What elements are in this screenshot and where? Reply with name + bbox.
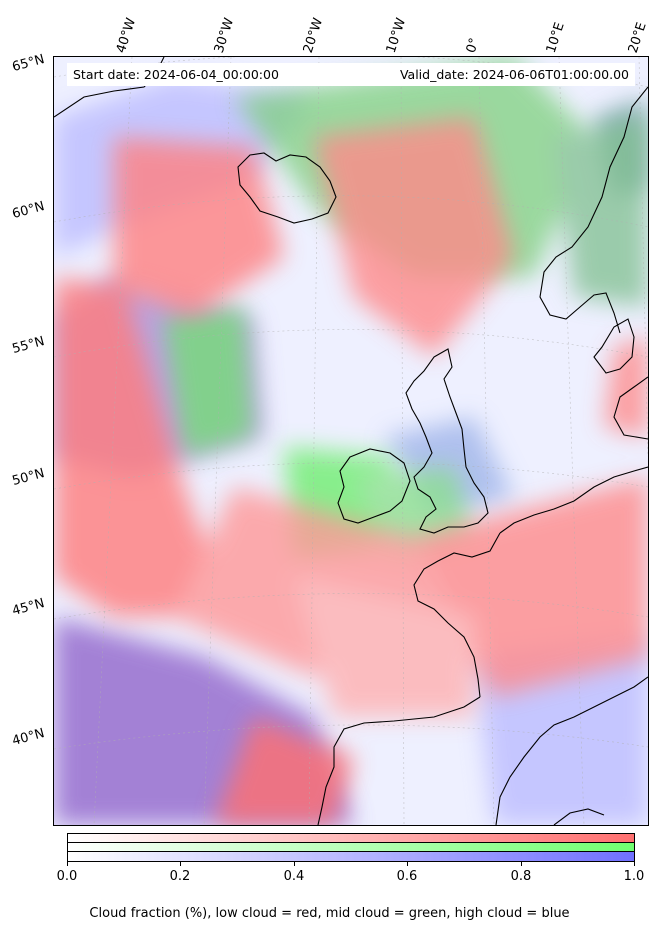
scandinavia-coast [539,86,648,334]
mediterranean-coast [495,676,648,825]
date-info-bar: Start date: 2024-06-04_00:00:00 Valid_da… [67,63,635,86]
colorbar-tick-3 [407,862,408,866]
valid-date-label: Valid_date: 2024-06-06T01:00:00.00 [399,67,629,82]
lat-label-65n: 65°N [10,52,47,75]
benelux-coast [499,466,648,534]
baltic-coast [613,376,648,440]
colorbar-low-cloud [68,834,634,843]
colorbar-high-cloud [68,852,634,861]
colorbar-tick-1 [180,862,181,866]
colorbar-tick-2 [294,862,295,866]
lat-label-45n: 45°N [10,596,47,619]
graticule [54,57,648,825]
colorbar-tick-0 [67,862,68,866]
lon-label-20e: 20°E [625,20,650,55]
colorbar-tick-4 [521,862,522,866]
map-canvas [54,57,648,825]
britain-coast [405,348,489,534]
colorbar-caption: Cloud fraction (%), low cloud = red, mid… [89,906,570,921]
colorbar-tick-label-1: 0.2 [169,869,191,884]
france-coast [413,532,501,698]
lat-label-50n: 50°N [10,466,47,489]
colorbar-tick-label-0: 0.0 [56,869,78,884]
low-cloud-layer [54,117,648,825]
coastlines [54,57,648,825]
colorbar-mid-cloud [68,843,634,852]
lon-label-0: 0° [463,36,483,55]
iberia-coast [317,696,481,825]
cloud-fraction-map [53,56,649,826]
lat-label-55n: 55°N [10,334,47,357]
denmark-coast [593,318,635,374]
lon-label-30w: 30°W [211,16,238,55]
colorbar-tick-label-2: 0.4 [283,869,305,884]
lon-label-20w: 20°W [300,16,327,55]
lon-label-40w: 40°W [113,16,140,55]
lon-label-10w: 10°W [383,16,410,55]
lat-label-40n: 40°N [10,726,47,749]
colorbar-tick-5 [634,862,635,866]
start-date-label: Start date: 2024-06-04_00:00:00 [73,67,279,82]
lat-label-60n: 60°N [10,199,47,222]
colorbar-tick-label-5: 1.0 [623,869,645,884]
colorbar-tick-label-4: 0.8 [510,869,532,884]
ireland-coast [337,448,411,524]
colorbar-tick-label-3: 0.6 [396,869,418,884]
colorbar [67,833,635,862]
lon-label-10e: 10°E [543,20,568,55]
iceland-coast [237,152,337,224]
north-africa-coast [553,808,605,825]
